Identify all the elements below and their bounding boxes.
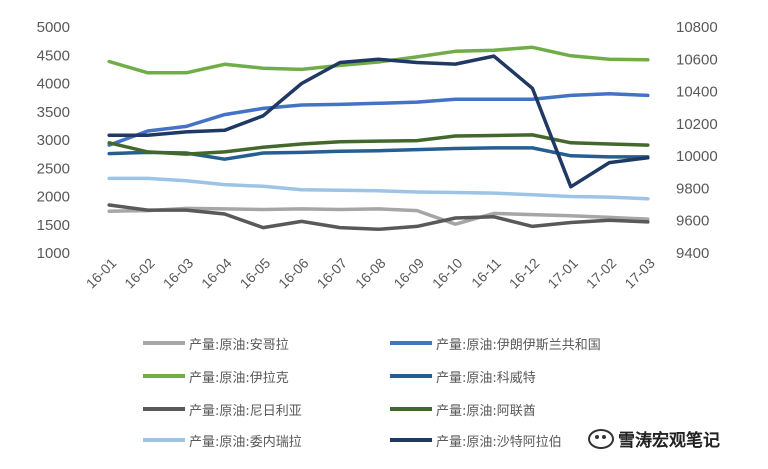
x-tick-label: 16-08 [352, 255, 389, 292]
right-tick-label: 10800 [676, 19, 718, 36]
x-tick-label: 17-01 [544, 255, 581, 292]
legend-label: 产量:原油:委内瑞拉 [189, 434, 302, 450]
legend-swatch [143, 341, 185, 345]
legend-label: 产量:原油:沙特阿拉伯 [436, 434, 562, 450]
x-tick-label: 16-02 [121, 255, 158, 292]
right-axis: 10800 10600 10400 10200 10000 9800 9600 9400 [676, 19, 718, 262]
legend-label: 产量:原油:尼日利亚 [189, 403, 302, 419]
legend-item: 产量:原油:伊拉克 [143, 366, 289, 386]
chart: 5000 4500 4000 3500 3000 2500 2000 1500 1000 108… [37, 19, 718, 292]
watermark-text: 雪涛宏观笔记 [618, 431, 720, 451]
x-tick-label: 16-05 [237, 255, 274, 292]
legend-swatch [143, 438, 185, 442]
legend-item: 产量:原油:委内瑞拉 [143, 430, 302, 450]
legend-label: 产量:原油:安哥拉 [189, 337, 289, 353]
x-tick-label: 16-10 [429, 255, 466, 292]
left-axis: 5000 4500 4000 3500 3000 2500 2000 1500 1000 [37, 19, 70, 262]
left-tick-label: 5000 [37, 19, 70, 36]
left-tick-label: 1500 [37, 217, 70, 234]
series-line-6 [107, 176, 650, 201]
x-tick-label: 16-11 [468, 255, 504, 291]
right-tick-label: 9600 [676, 213, 709, 230]
x-tick-label: 16-01 [83, 255, 120, 292]
legend-swatch [390, 438, 432, 442]
right-tick-label: 9800 [676, 180, 709, 197]
right-tick-label: 9400 [676, 245, 709, 262]
legend-swatch [390, 341, 432, 345]
right-tick-label: 10600 [676, 51, 718, 68]
legend-item: 产量:原油:尼日利亚 [143, 399, 302, 419]
legend-item: 产量:原油:安哥拉 [143, 333, 289, 353]
x-tick-label: 16-06 [275, 255, 312, 292]
left-tick-label: 2500 [37, 160, 70, 177]
series-line-2 [107, 45, 650, 75]
watermark: 雪涛宏观笔记 [588, 426, 720, 451]
x-tick-label: 16-12 [506, 255, 543, 292]
x-tick-label: 16-03 [160, 255, 197, 292]
series-line-7 [107, 54, 650, 189]
legend-item: 产量:原油:科威特 [390, 366, 536, 386]
series-line-1 [107, 91, 650, 147]
left-tick-label: 3500 [37, 104, 70, 121]
legend-swatch [390, 407, 432, 411]
legend-item: 产量:原油:阿联酋 [390, 399, 536, 419]
legend-swatch [390, 374, 432, 378]
legend-label: 产量:原油:阿联酋 [436, 403, 536, 419]
right-tick-label: 10400 [676, 84, 718, 101]
legend-label: 产量:原油:伊拉克 [189, 370, 289, 386]
legend-swatch [143, 407, 185, 411]
left-tick-label: 4500 [37, 47, 70, 64]
left-tick-label: 2000 [37, 189, 70, 206]
legend-label: 产量:原油:科威特 [436, 370, 536, 386]
x-tick-label: 16-04 [198, 255, 235, 292]
legend-item: 产量:原油:伊朗伊斯兰共和国 [390, 333, 601, 353]
x-tick-label: 16-09 [390, 255, 427, 292]
left-tick-label: 1000 [37, 245, 70, 262]
x-tick-label: 17-03 [621, 255, 658, 292]
x-tick-label: 17-02 [583, 255, 620, 292]
right-tick-label: 10200 [676, 116, 718, 133]
left-tick-label: 4000 [37, 76, 70, 93]
series-lines [107, 45, 650, 232]
series-line-0 [107, 206, 650, 226]
wechat-icon [588, 428, 614, 449]
legend-swatch [143, 374, 185, 378]
right-tick-label: 10000 [676, 148, 718, 165]
series-line-4 [107, 203, 650, 232]
x-axis: 16-01 16-02 16-03 16-04 16-05 16-06 16-07 16-08… [83, 255, 658, 292]
x-tick-label: 16-07 [314, 255, 351, 292]
legend-label: 产量:原油:伊朗伊斯兰共和国 [436, 337, 601, 353]
legend-item: 产量:原油:沙特阿拉伯 [390, 430, 562, 450]
left-tick-label: 3000 [37, 132, 70, 149]
series-line-5 [107, 133, 650, 156]
